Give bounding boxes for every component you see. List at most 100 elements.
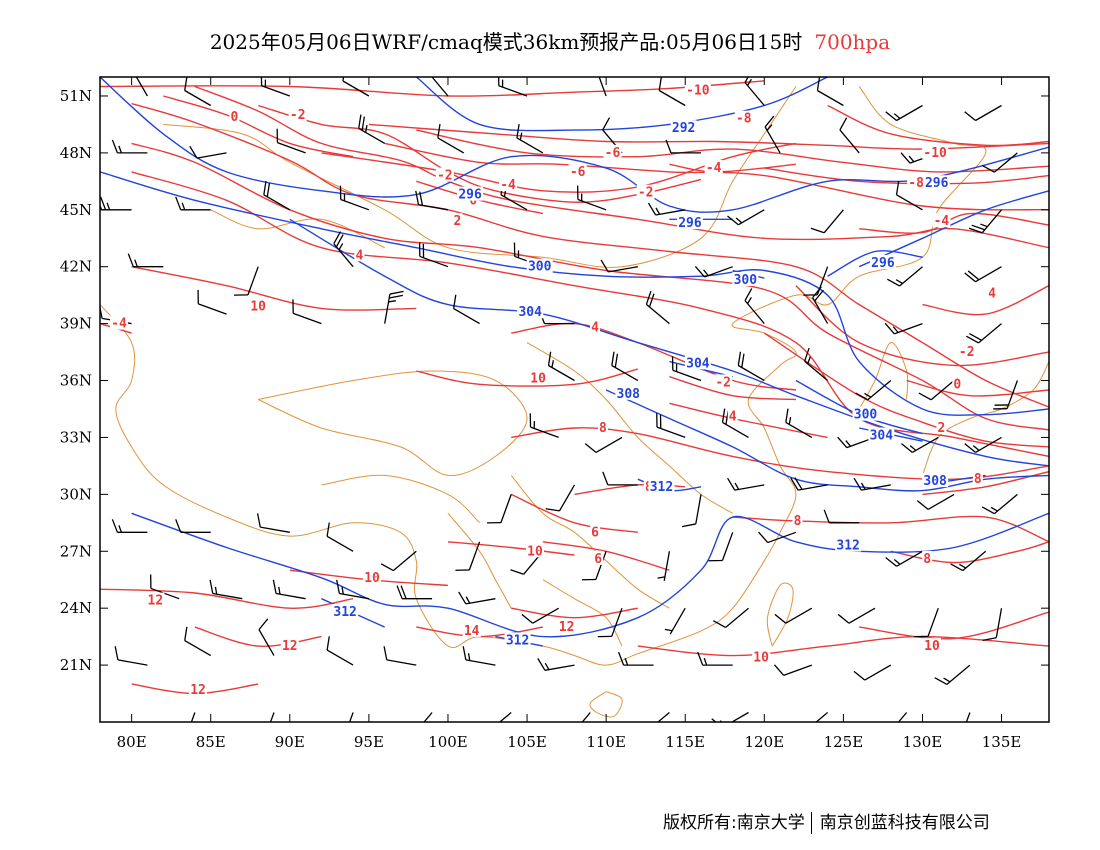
wind-barb: [812, 286, 829, 324]
temperature-contour-label: -10: [686, 83, 710, 98]
lon-tick-label: 85E: [196, 733, 226, 751]
wind-barb: [272, 579, 306, 600]
temperature-contour-label-bg: [557, 619, 576, 634]
wind-barb: [260, 77, 291, 97]
wind-barb: [837, 607, 876, 624]
height-contour-label: 312: [333, 605, 356, 620]
temperature-contour: [447, 541, 575, 556]
boundary-line: [766, 582, 794, 647]
height-contour-label-bg: [835, 537, 862, 552]
height-contour-label-bg: [526, 258, 553, 273]
lat-tick-label: 30N: [60, 485, 92, 503]
lat-tick-label: 48N: [60, 144, 92, 162]
temperature-contour: [922, 285, 1049, 316]
temperature-contour-label-bg: [435, 167, 454, 182]
temperature-contour-label: -6: [570, 165, 586, 180]
temperature-contour-label: -6: [605, 146, 621, 161]
wind-barb: [656, 413, 686, 439]
temperature-contour-label-bg: [568, 163, 587, 178]
plot-frame: [99, 76, 1050, 723]
temperature-contour: [906, 379, 1049, 397]
height-contour-label: 308: [923, 474, 947, 489]
height-contour-label-bg: [922, 473, 949, 488]
temperature-contour-label-bg: [752, 649, 771, 664]
temperature-contour-label: 8: [923, 552, 931, 567]
lon-tick-label: 100E: [428, 733, 468, 751]
wind-barb: [326, 636, 354, 666]
temperature-contour-label: 10: [924, 639, 940, 654]
wind-barb: [968, 209, 1002, 234]
wind-barb: [384, 290, 404, 324]
boundary-line: [321, 474, 480, 524]
wind-barb: [342, 712, 354, 722]
wind-barb: [810, 209, 844, 234]
wind-barb: [209, 579, 243, 600]
wind-barb: [383, 646, 417, 666]
temperature-contour-label-bg: [452, 213, 463, 228]
wind-barb: [611, 351, 639, 382]
wind-barb: [664, 607, 686, 635]
wind-barb: [418, 242, 449, 268]
wind-barb: [487, 494, 512, 524]
height-contour: [289, 218, 1049, 467]
temperature-contour-label-bg: [952, 376, 963, 391]
temperature-contour-label-bg: [734, 110, 753, 125]
height-contour: [131, 512, 1049, 638]
height-contour-label: 296: [871, 256, 895, 271]
height-contour-label-bg: [670, 120, 697, 135]
temperature-contour-label-bg: [603, 144, 622, 159]
temperature-contour: [859, 611, 1049, 640]
temperature-contour-label-bg: [704, 160, 723, 175]
height-contour: [415, 77, 828, 132]
wind-barb: [934, 664, 971, 685]
temperature-contour-label-bg: [907, 175, 926, 190]
height-contour-label: 312: [836, 539, 859, 554]
wind-barb: [665, 139, 701, 154]
lon-tick-label: 125E: [824, 733, 864, 751]
temperature-contour: [194, 626, 322, 647]
temperature-contour-label: 2: [454, 214, 462, 229]
height-contour-label-bg: [732, 271, 759, 286]
temperature-contour-label: 6: [594, 552, 602, 567]
height-contour-label: 312: [506, 633, 529, 648]
wind-barb: [114, 646, 148, 666]
wind-barb: [773, 664, 813, 676]
boundary-line: [100, 86, 987, 666]
temperature-contour-label: 0: [231, 110, 239, 125]
temperature-contour-label: 0: [953, 377, 961, 392]
wind-barb: [886, 712, 908, 722]
temperature-contour: [416, 129, 1049, 173]
temperature-contour-label: 4: [355, 248, 363, 263]
height-contour-label: 304: [686, 356, 710, 371]
wind-barb: [545, 484, 576, 512]
wind-barb: [521, 607, 560, 624]
boundary-line: [542, 579, 623, 647]
wind-barb: [412, 712, 433, 722]
wind-barb: [263, 712, 275, 722]
wind-barb: [982, 608, 1003, 642]
wind-barb: [853, 477, 891, 491]
boundary-line: [447, 512, 512, 609]
height-contour-label-bg: [676, 215, 703, 230]
wind-barb: [189, 145, 227, 159]
height-contour-label-bg: [648, 478, 675, 493]
lon-tick-label: 95E: [354, 733, 384, 751]
copyright-footer: 版权所有:南京大学 南京创蓝科技有限公司: [663, 808, 990, 834]
copyright-prefix: 版权所有:: [663, 813, 737, 833]
wind-barb: [263, 180, 291, 211]
height-contour-label: 300: [734, 273, 758, 288]
wind-barb: [184, 626, 212, 657]
wind-barb: [885, 104, 923, 122]
temperature-contour: [827, 104, 1049, 147]
lat-tick-label: 45N: [60, 201, 92, 219]
boundary-line: [163, 86, 797, 268]
wind-barb: [175, 519, 211, 533]
temperature-contour-label: 12: [282, 639, 298, 654]
temperature-contour: [511, 322, 797, 391]
wind-barb: [111, 519, 148, 533]
wind-barb: [711, 711, 749, 722]
lat-tick-label: 24N: [60, 599, 92, 617]
map-title: 2025年05月06日WRF/cmaq模式36km预报产品:05月06日15时 7…: [0, 26, 1100, 55]
temperature-contour: [258, 104, 702, 203]
temperature-contour-label-bg: [727, 408, 738, 423]
